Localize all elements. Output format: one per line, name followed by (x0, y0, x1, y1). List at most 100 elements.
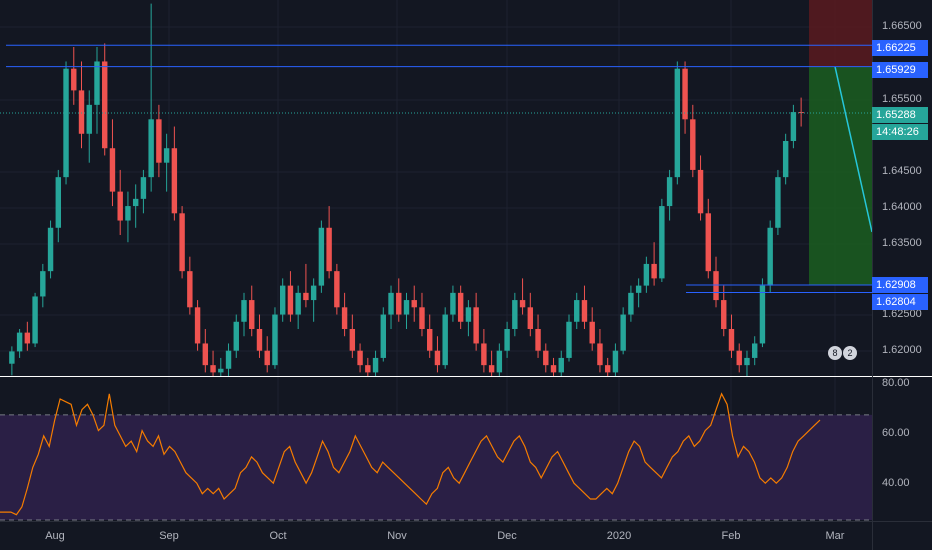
candle-body (16, 332, 23, 352)
price-tick: 1.62500 (882, 308, 922, 320)
candle-body (450, 292, 456, 315)
price-tick: 1.66500 (882, 20, 922, 32)
candle-body (109, 148, 116, 192)
candle-body (419, 307, 425, 329)
candle-body (635, 285, 642, 293)
candle-body (558, 357, 564, 373)
candle-body (512, 300, 518, 329)
rsi-tick: 60.00 (882, 427, 910, 439)
candle-body (674, 68, 681, 178)
candle-body (751, 343, 758, 358)
candle-body (473, 307, 479, 344)
candle-body (202, 343, 209, 366)
candle-body (233, 321, 239, 351)
rsi-tick: 40.00 (882, 477, 910, 489)
candle-body (736, 350, 742, 366)
candle-body (396, 292, 402, 315)
candle-body (334, 271, 340, 308)
candle-body (310, 285, 317, 301)
candle-body (465, 307, 472, 322)
candle-body (171, 148, 178, 214)
event-badge[interactable]: 8 (828, 346, 842, 360)
candle-body (326, 227, 332, 272)
time-tick: Aug (45, 530, 65, 542)
candle-body (125, 206, 131, 221)
time-tick: Feb (721, 530, 741, 542)
candle-body (519, 300, 526, 308)
candle-body (643, 263, 650, 286)
candle-body (790, 112, 797, 141)
candle-body (527, 307, 534, 329)
time-tick: Mar (825, 530, 845, 542)
candle-body (597, 343, 603, 366)
candle-body (63, 68, 69, 178)
candle-body (566, 321, 572, 358)
candle-body (666, 177, 673, 207)
price-tick: 1.62000 (882, 344, 922, 356)
candle-body (659, 206, 665, 279)
candle-body (682, 68, 688, 120)
candle-body (628, 292, 634, 315)
candle-body (589, 321, 595, 344)
candle-body (357, 350, 363, 366)
candle-body (697, 169, 704, 214)
candle-body (721, 300, 727, 329)
candle-body (496, 350, 503, 373)
price-tick: 1.64500 (882, 165, 922, 177)
candle-body (543, 350, 549, 366)
candle-body (272, 314, 278, 366)
candle-body (279, 285, 286, 315)
candle-body (71, 68, 77, 91)
candle-body (403, 300, 410, 315)
price-tick: 1.64000 (882, 201, 922, 213)
candle-body (40, 271, 46, 297)
candle-body (349, 329, 356, 351)
rsi-line (0, 392, 821, 516)
candle-body (47, 227, 54, 272)
candle-body (411, 300, 417, 308)
trend-line (834, 66, 873, 233)
candle-body (218, 368, 224, 373)
candle-body (287, 285, 294, 315)
candle-body (767, 227, 773, 286)
candle-body (535, 329, 541, 351)
candle-body (434, 350, 441, 366)
candle-body (225, 350, 232, 369)
candle-body (179, 213, 185, 272)
time-tick: Oct (269, 530, 287, 542)
time-tick: Nov (387, 530, 407, 542)
rsi-band (0, 414, 872, 520)
candle-body (651, 263, 657, 279)
last-price-label: 1.65288 (872, 107, 928, 123)
candle-body (32, 296, 38, 344)
candle-body (249, 300, 255, 329)
level-label: 1.62908 (872, 277, 928, 293)
time-tick: Dec (497, 530, 517, 542)
candle-body (488, 365, 495, 373)
countdown-label: 14:48:26 (872, 124, 928, 140)
rsi-tick: 80.00 (882, 377, 910, 389)
candle-body (117, 191, 123, 221)
candle-body (581, 300, 588, 322)
candle-body (744, 357, 750, 366)
candle-body (24, 332, 31, 344)
candle-body (690, 119, 696, 170)
time-tick: Sep (159, 530, 179, 542)
candle-body (163, 148, 170, 163)
candle-body (427, 329, 433, 351)
candle-body (612, 350, 619, 373)
candle-body (140, 177, 147, 199)
stop-zone (809, 0, 872, 67)
target-zone (809, 66, 872, 286)
time-tick: 2020 (606, 530, 632, 542)
candle-body (102, 61, 108, 149)
candle-body (9, 351, 15, 364)
level-label: 1.66225 (872, 40, 928, 56)
candle-body (187, 271, 193, 308)
candle-body (504, 329, 510, 351)
candle-body (341, 307, 348, 329)
candle-body (705, 213, 711, 272)
event-badge[interactable]: 2 (843, 346, 857, 360)
